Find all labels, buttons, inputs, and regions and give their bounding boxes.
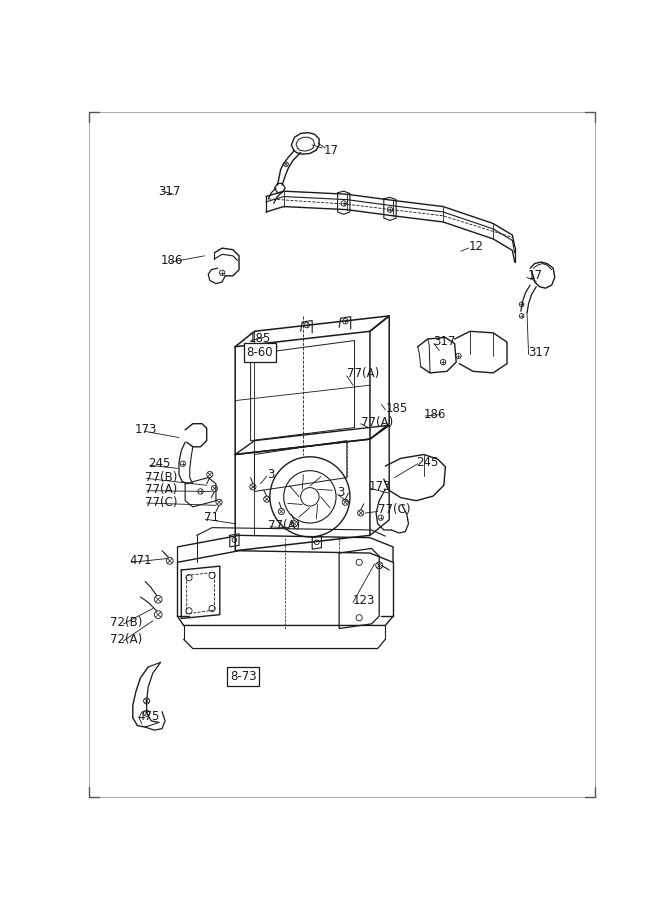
Text: 77(A): 77(A) [268,518,301,532]
Text: 245: 245 [148,457,171,470]
Text: 245: 245 [416,455,438,469]
Text: 123: 123 [353,594,376,608]
Text: 77(C): 77(C) [378,503,410,517]
Text: 72(A): 72(A) [109,633,142,646]
Text: 71: 71 [204,511,219,524]
Text: 317: 317 [158,184,181,198]
Text: 8-60: 8-60 [247,346,273,359]
Text: 3: 3 [338,487,345,500]
Text: 173: 173 [368,481,391,493]
Text: 77(A): 77(A) [361,416,393,428]
Text: 8-73: 8-73 [230,670,256,683]
Text: 77(B): 77(B) [145,471,177,484]
Text: 317: 317 [433,335,456,347]
Text: 77(A): 77(A) [347,367,379,380]
Text: 475: 475 [137,710,160,723]
Text: 77(A): 77(A) [145,483,177,497]
Text: 317: 317 [528,346,550,359]
Text: 17: 17 [528,269,543,283]
Text: 186: 186 [161,254,183,267]
Text: 12: 12 [468,240,484,253]
Text: 3: 3 [267,468,274,481]
Text: 185: 185 [386,401,408,415]
Text: 471: 471 [129,554,152,567]
Text: 17: 17 [323,144,339,157]
Text: 185: 185 [249,332,271,346]
Text: 173: 173 [135,423,157,436]
Text: 77(C): 77(C) [145,496,177,508]
Text: 186: 186 [424,408,446,421]
Text: 72(B): 72(B) [109,616,142,629]
